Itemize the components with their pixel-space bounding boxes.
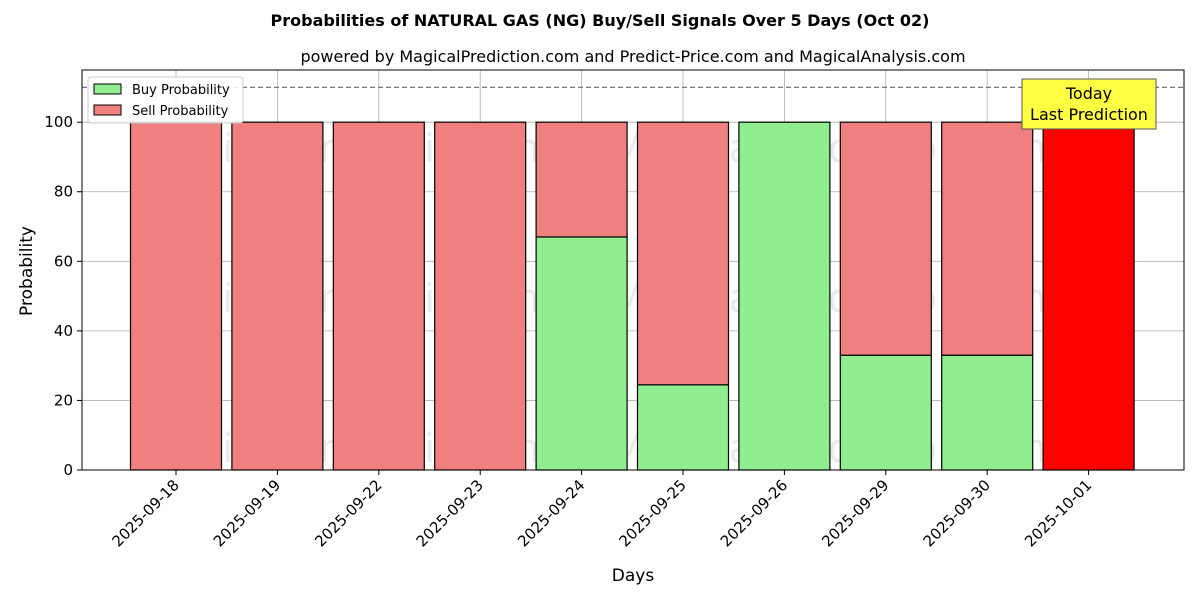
bar-sell [941,121,1034,356]
y-axis-label: Probability [17,226,37,316]
y-tick-label: 80 [54,183,73,201]
x-tick-label: 2025-09-26 [717,476,791,550]
bar-sell [332,121,425,471]
annotation-box [1021,78,1157,130]
legend-label: Buy Probability [132,83,230,98]
x-tick-label: 2025-09-25 [615,476,689,550]
x-tick-label: 2025-09-23 [413,476,487,550]
bar-buy [636,384,730,471]
bar-sell [839,121,932,356]
legend-swatch [93,83,122,95]
x-tick-label: 2025-09-29 [818,476,892,550]
y-tick-label: 60 [54,252,73,270]
y-tick-label: 20 [54,391,73,409]
x-axis-label: Days [612,566,655,586]
chart-subtitle: powered by MagicalPrediction.com and Pre… [300,47,965,66]
bar-sell [636,121,730,386]
legend-swatch [93,104,122,116]
bar-sell [1042,121,1135,471]
y-tick-label: 0 [63,461,73,479]
today-annotation: Today Last Prediction [1021,78,1157,130]
x-tick-label: 2025-10-01 [1021,476,1095,550]
bars [129,121,1135,471]
legend-label: Sell Probability [132,104,229,119]
x-tick-label: 2025-09-19 [210,476,284,550]
bar-buy [941,354,1034,471]
bar-sell [129,121,223,471]
legend: Buy Probability Sell Probability [87,76,244,124]
chart-title: Probabilities of NATURAL GAS (NG) Buy/Se… [271,11,930,30]
x-tick-label: 2025-09-24 [514,476,588,550]
x-tick-label: 2025-09-30 [920,476,994,550]
annotation-line: Today [1065,84,1112,103]
plot-frame [81,69,1185,471]
legend-box [87,76,244,124]
bar-buy [535,236,628,471]
y-tick-label: 40 [54,322,73,340]
x-axis: 2025-09-18 2025-09-19 2025-09-22 2025-09-23… [108,470,1095,550]
x-tick-label: 2025-09-18 [108,476,182,550]
x-tick-label: 2025-09-22 [311,476,385,550]
bar-sell [434,121,527,471]
bar-buy [738,121,831,471]
bar-buy [839,354,932,471]
y-tick-label: 100 [44,113,73,131]
bar-sell [231,121,324,471]
y-axis: 0 20 40 60 80 100 [44,113,82,479]
annotation-line: Last Prediction [1030,105,1148,124]
bar-sell [535,121,628,238]
